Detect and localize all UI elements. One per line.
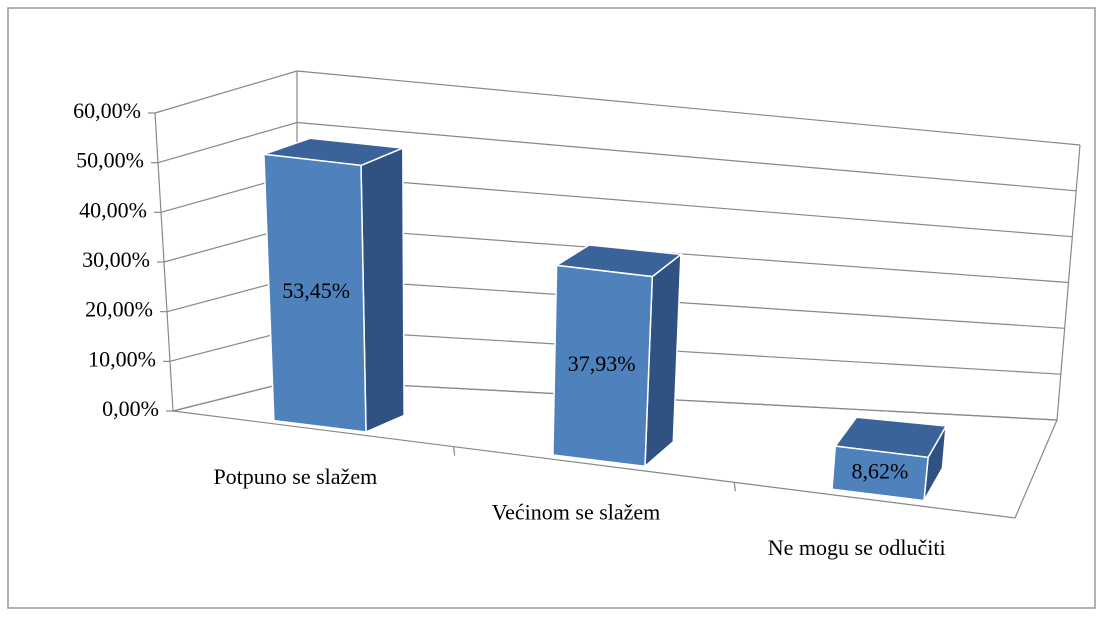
bar (831, 445, 929, 502)
grid-line (296, 379, 1058, 421)
value-label: 8,62% (851, 458, 908, 483)
bar (552, 264, 654, 468)
x-tick-mark (733, 482, 736, 492)
y-tick-label: 30,00% (82, 247, 150, 272)
x-tick-label: Potpuno se slažem (213, 464, 377, 489)
grid-line (296, 121, 1077, 192)
x-tick-mark (453, 446, 456, 456)
y-tick-label: 40,00% (79, 197, 147, 222)
x-tick-label: Ne mogu se odlučiti (768, 535, 946, 560)
y-tick-label: 60,00% (73, 98, 141, 123)
y-tick-label: 0,00% (102, 396, 159, 421)
x-tick-label: Većinom se slažem (492, 500, 661, 525)
grid-line (296, 70, 1081, 146)
chart-border (7, 7, 1096, 609)
bar-side (360, 146, 405, 434)
grid-line (157, 121, 298, 164)
grid-line (154, 70, 298, 114)
grid-line (296, 276, 1065, 329)
y-tick-label: 10,00% (88, 346, 156, 371)
y-tick-label: 50,00% (76, 148, 144, 173)
grid-line (296, 173, 1073, 238)
y-tick-label: 20,00% (85, 297, 153, 322)
value-label: 53,45% (282, 278, 350, 303)
grid-line (296, 224, 1069, 284)
bar (263, 153, 367, 433)
value-label: 37,93% (568, 351, 636, 376)
grid-line (296, 327, 1061, 375)
